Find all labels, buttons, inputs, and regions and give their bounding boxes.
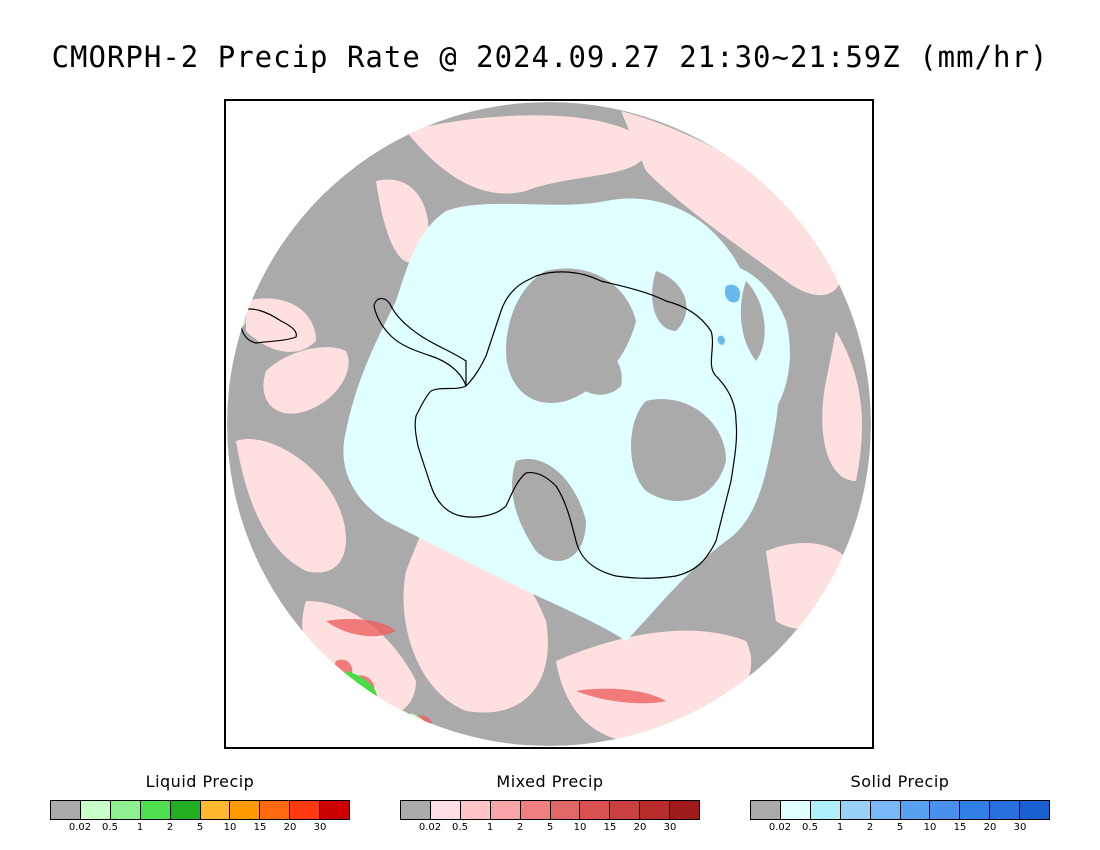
south-america-coastline <box>239 308 297 344</box>
legend-swatch <box>401 801 431 819</box>
legend-swatch <box>1020 801 1050 819</box>
legend-tick-label: 10 <box>923 822 937 833</box>
legend-swatch <box>230 801 261 819</box>
legend-title: Liquid Precip <box>145 772 255 791</box>
legend-swatch <box>290 801 321 819</box>
legend-title: Mixed Precip <box>496 772 604 791</box>
legend-swatch <box>110 801 141 819</box>
legend-tick-label: 5 <box>196 822 204 833</box>
legend-tick-label: 5 <box>896 822 904 833</box>
legend-tick-label: 15 <box>953 822 967 833</box>
legend-swatch <box>870 801 901 819</box>
legend-swatch <box>640 801 671 819</box>
legend-swatch <box>460 801 491 819</box>
legend-swatch <box>930 801 961 819</box>
legend-color-bar <box>400 800 700 820</box>
antarctic-peninsula-coastline <box>373 297 467 387</box>
legend-tick-label: 15 <box>253 822 267 833</box>
legend-tick-label: 0.02 <box>768 822 792 833</box>
no-precip-areas <box>506 268 765 561</box>
legend-tick-label: 1 <box>836 822 844 833</box>
legend-swatch <box>751 801 781 819</box>
map-frame <box>224 99 874 749</box>
legend-tick-labels: 0.02 0.5 1 2 5 10 15 20 30 <box>400 820 700 834</box>
legend-swatch <box>810 801 841 819</box>
legend-tick-labels: 0.02 0.5 1 2 5 10 15 20 30 <box>750 820 1050 834</box>
legend-tick-label: 10 <box>223 822 237 833</box>
legend-title: Solid Precip <box>850 772 950 791</box>
legend-swatch <box>840 801 871 819</box>
legend-tick-labels: 0.02 0.5 1 2 5 10 15 20 30 <box>50 820 350 834</box>
legend-swatch <box>170 801 201 819</box>
legend-tick-label: 2 <box>166 822 174 833</box>
antarctica-coastline <box>414 271 738 579</box>
legend-swatch <box>520 801 551 819</box>
legend-swatch <box>260 801 291 819</box>
legend-swatch <box>990 801 1021 819</box>
legend-tick-label: 10 <box>573 822 587 833</box>
legend-tick-label: 1 <box>486 822 494 833</box>
legend-swatch <box>960 801 991 819</box>
legend-liquid-precip: Liquid Precip 0.02 0.5 1 2 5 10 15 20 30 <box>50 772 350 834</box>
legend-swatch <box>430 801 461 819</box>
precipitation-map <box>227 102 871 746</box>
legend-swatch <box>80 801 111 819</box>
legend-tick-label: 0.5 <box>452 822 468 833</box>
legend-tick-label: 20 <box>633 822 647 833</box>
legend-swatch <box>610 801 641 819</box>
legend-tick-label: 1 <box>136 822 144 833</box>
legend-tick-label: 0.02 <box>418 822 442 833</box>
legend-swatch <box>900 801 931 819</box>
legend-color-bar <box>50 800 350 820</box>
legend-swatch <box>51 801 81 819</box>
legend-swatch <box>200 801 231 819</box>
legend-swatch <box>580 801 611 819</box>
legend-tick-label: 15 <box>603 822 617 833</box>
legend-color-bar <box>750 800 1050 820</box>
legend-tick-label: 2 <box>516 822 524 833</box>
legend-tick-label: 0.5 <box>802 822 818 833</box>
legend-swatch <box>320 801 350 819</box>
legend-tick-label: 20 <box>983 822 997 833</box>
legend-tick-label: 0.02 <box>68 822 92 833</box>
legend-mixed-precip: Mixed Precip 0.02 0.5 1 2 5 10 15 20 30 <box>400 772 700 834</box>
legend-swatch <box>140 801 171 819</box>
legend-tick-label: 0.5 <box>102 822 118 833</box>
legend-tick-label: 30 <box>313 822 327 833</box>
legend-solid-precip: Solid Precip 0.02 0.5 1 2 5 10 15 20 30 <box>750 772 1050 834</box>
map-title: CMORPH-2 Precip Rate @ 2024.09.27 21:30~… <box>51 40 1049 74</box>
legend-tick-label: 20 <box>283 822 297 833</box>
legend-tick-label: 30 <box>663 822 677 833</box>
legend-tick-label: 2 <box>866 822 874 833</box>
legend-tick-label: 5 <box>546 822 554 833</box>
legend-swatch <box>550 801 581 819</box>
legend-tick-label: 30 <box>1013 822 1027 833</box>
legend-swatch <box>780 801 811 819</box>
legend-swatch <box>670 801 700 819</box>
legend-swatch <box>490 801 521 819</box>
